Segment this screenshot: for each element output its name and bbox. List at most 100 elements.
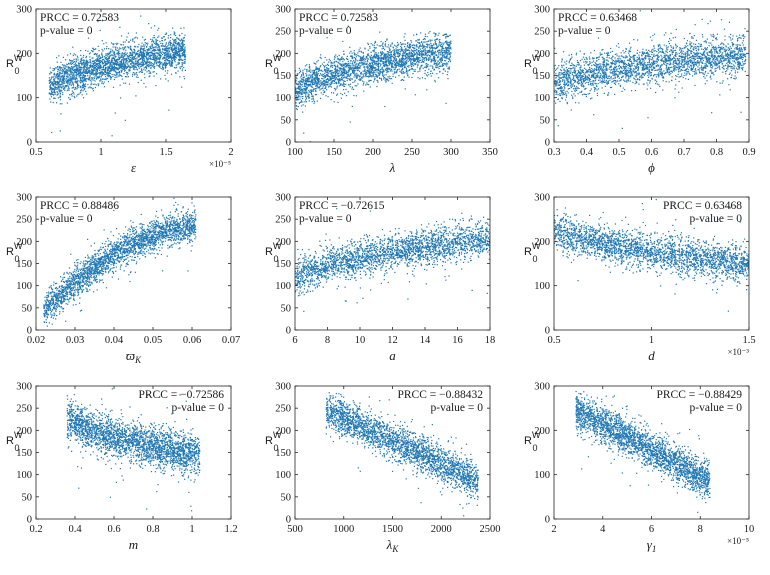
scatter-point bbox=[154, 48, 156, 50]
scatter-point bbox=[429, 48, 431, 50]
scatter-point bbox=[121, 62, 123, 64]
scatter-point bbox=[306, 80, 309, 82]
scatter-point bbox=[176, 44, 178, 46]
scatter-point bbox=[401, 61, 403, 63]
scatter-point bbox=[123, 59, 125, 61]
scatter-point bbox=[417, 41, 419, 44]
scatter-point bbox=[87, 60, 89, 62]
scatter-point bbox=[59, 99, 62, 101]
scatter-point bbox=[183, 51, 186, 54]
scatter-point bbox=[170, 34, 172, 36]
scatter-point bbox=[177, 62, 179, 64]
scatter-point bbox=[71, 95, 73, 97]
scatter-point bbox=[67, 64, 69, 66]
scatter-point bbox=[431, 46, 433, 48]
scatter-point bbox=[401, 79, 403, 81]
scatter-point bbox=[373, 57, 375, 59]
scatter-point bbox=[135, 36, 137, 38]
scatter-point bbox=[330, 78, 332, 80]
scatter-point bbox=[365, 61, 367, 63]
scatter-point bbox=[398, 43, 400, 45]
scatter-point bbox=[443, 68, 445, 70]
scatter-point bbox=[413, 47, 415, 49]
scatter-point bbox=[174, 54, 176, 56]
scatter-point bbox=[446, 35, 448, 37]
scatter-point bbox=[371, 56, 373, 59]
scatter-point bbox=[167, 57, 169, 60]
scatter-point bbox=[163, 62, 165, 65]
scatter-point bbox=[332, 80, 334, 82]
scatter-point bbox=[73, 64, 75, 66]
scatter-point bbox=[113, 51, 115, 53]
scatter-point bbox=[407, 75, 409, 77]
scatter-point bbox=[106, 62, 108, 64]
scatter-point bbox=[82, 71, 84, 73]
scatter-point bbox=[316, 72, 318, 74]
scatter-point bbox=[77, 86, 79, 88]
scatter-point bbox=[141, 48, 143, 50]
scatter-point bbox=[93, 68, 95, 70]
scatter-point bbox=[431, 52, 433, 54]
scatter-point bbox=[351, 69, 353, 71]
scatter-point bbox=[181, 65, 184, 67]
scatter-point bbox=[308, 70, 311, 72]
scatter-point bbox=[312, 76, 314, 78]
scatter-point bbox=[450, 52, 452, 54]
scatter-point bbox=[372, 59, 375, 61]
scatter-point bbox=[341, 63, 343, 65]
scatter-point bbox=[437, 45, 439, 47]
scatter-point bbox=[171, 49, 173, 51]
scatter-point bbox=[85, 55, 88, 58]
scatter-point bbox=[399, 54, 401, 57]
scatter-point bbox=[92, 63, 94, 66]
scatter-point bbox=[421, 50, 423, 52]
scatter-point bbox=[156, 52, 158, 54]
scatter-point bbox=[137, 46, 139, 48]
scatter-point bbox=[431, 60, 433, 62]
scatter-point bbox=[66, 74, 69, 76]
scatter-point bbox=[442, 43, 445, 45]
scatter-point bbox=[369, 66, 372, 69]
scatter-point bbox=[114, 58, 116, 60]
scatter-point bbox=[183, 75, 185, 78]
scatter-point bbox=[304, 89, 306, 91]
scatter-point bbox=[316, 76, 318, 78]
scatter-point bbox=[364, 74, 367, 76]
scatter-point bbox=[184, 69, 186, 72]
scatter-point bbox=[119, 58, 121, 60]
scatter-point bbox=[59, 78, 61, 80]
scatter-point bbox=[306, 64, 308, 66]
scatter-point bbox=[153, 59, 156, 61]
scatter-point bbox=[153, 42, 156, 45]
scatter-point bbox=[323, 84, 326, 86]
scatter-point bbox=[327, 68, 329, 70]
scatter-point bbox=[95, 75, 97, 77]
scatter-point bbox=[441, 59, 443, 61]
scatter-point bbox=[176, 55, 178, 57]
scatter-point bbox=[56, 67, 58, 69]
scatter-point bbox=[394, 50, 396, 52]
scatter-point bbox=[84, 88, 86, 90]
scatter-point bbox=[406, 54, 408, 56]
scatter-point bbox=[413, 59, 415, 61]
scatter-point bbox=[377, 58, 379, 60]
scatter-point bbox=[306, 88, 308, 90]
scatter-point bbox=[126, 36, 128, 38]
scatter-point bbox=[162, 64, 165, 66]
scatter-point bbox=[424, 77, 426, 80]
scatter-point bbox=[337, 65, 339, 68]
scatter-point bbox=[380, 57, 382, 59]
scatter-point bbox=[143, 82, 145, 85]
scatter-point bbox=[306, 77, 308, 80]
scatter-point bbox=[156, 44, 158, 46]
scatter-point bbox=[337, 78, 339, 80]
scatter-point bbox=[73, 74, 75, 76]
scatter-point bbox=[140, 79, 142, 81]
scatter-point bbox=[157, 29, 159, 31]
scatter-point bbox=[126, 52, 128, 54]
scatter-point bbox=[302, 81, 304, 83]
scatter-point bbox=[349, 68, 351, 71]
scatter-point bbox=[383, 54, 385, 56]
scatter-point bbox=[96, 58, 98, 60]
scatter-point bbox=[97, 66, 99, 68]
